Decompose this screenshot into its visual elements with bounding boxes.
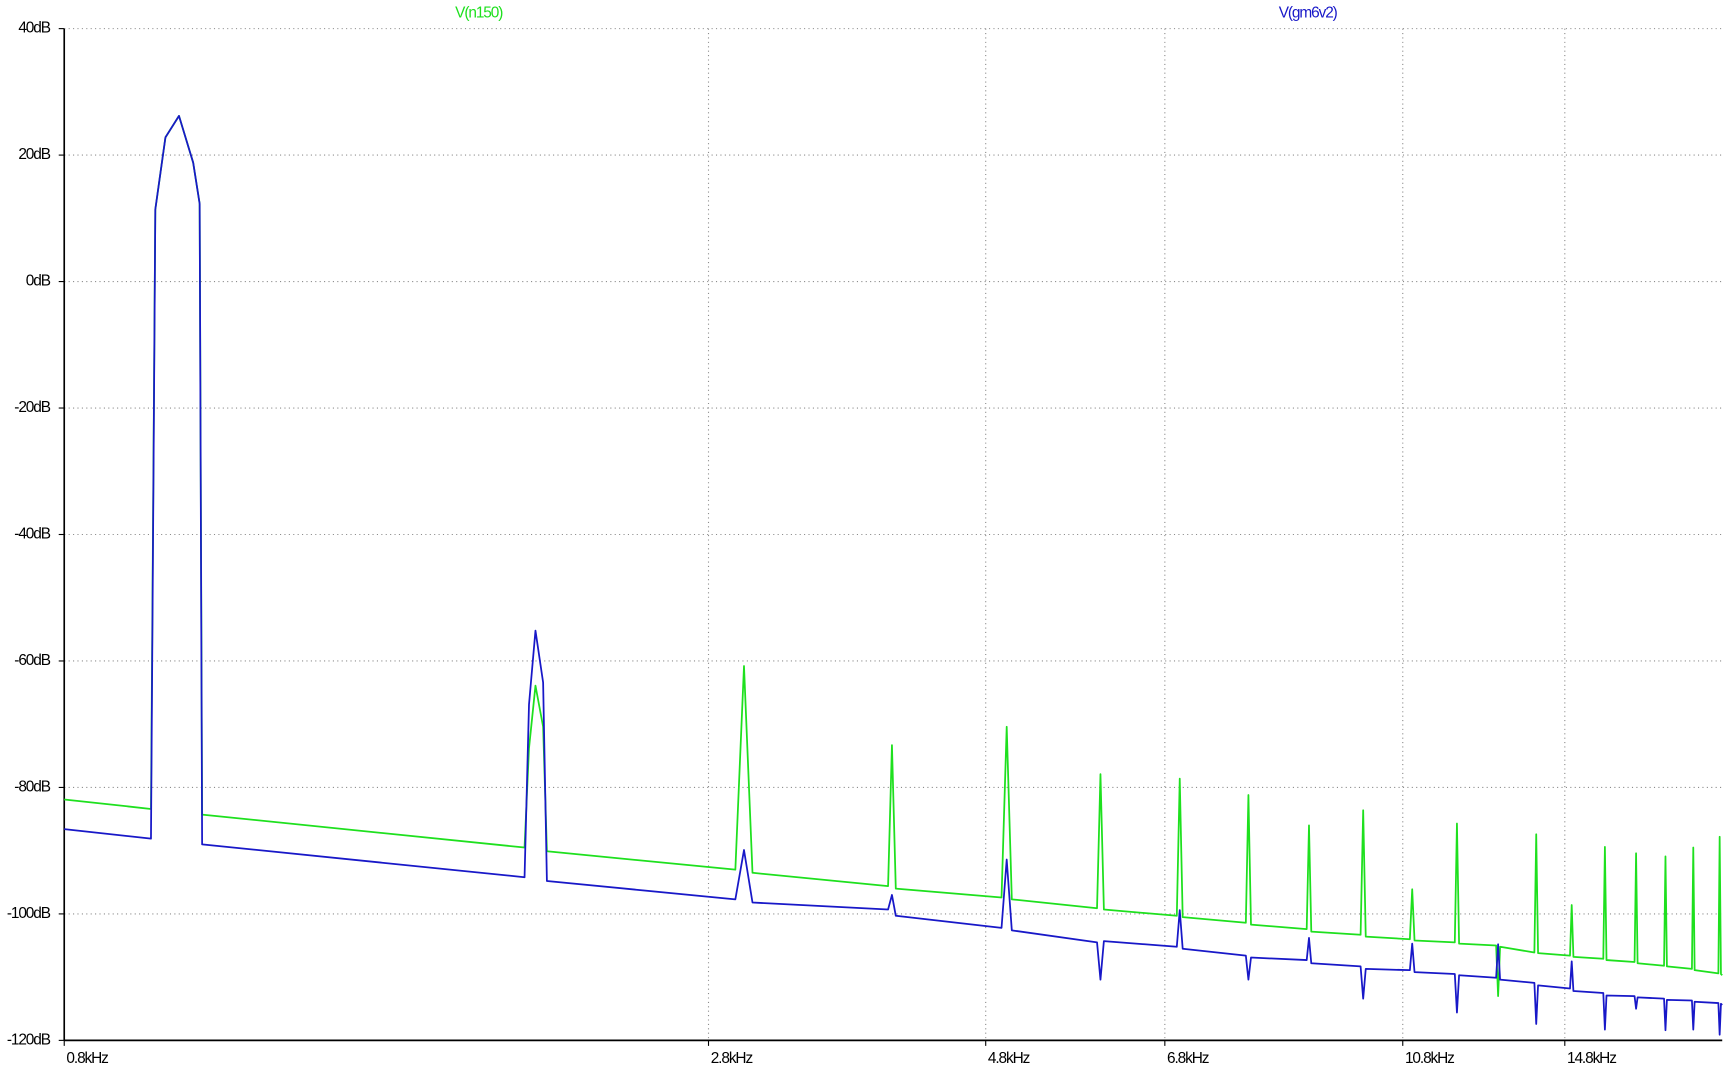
y-tick-label: 40dB — [18, 20, 50, 37]
x-tick-label: 2.8kHz — [711, 1050, 753, 1067]
x-tick-label: 10.8kHz — [1405, 1050, 1454, 1067]
x-tick-label: 6.8kHz — [1167, 1050, 1209, 1067]
series-line — [64, 115, 1723, 1036]
x-tick-label: 14.8kHz — [1567, 1050, 1616, 1067]
y-tick-label: -100dB — [7, 905, 51, 922]
legend-label: V(n150) — [455, 4, 503, 21]
y-tick-label: -60dB — [14, 652, 50, 669]
y-tick-label: -120dB — [7, 1031, 51, 1048]
y-tick-label: -20dB — [14, 399, 50, 416]
y-tick-label: -80dB — [14, 779, 50, 796]
x-tick-label: 0.8kHz — [66, 1050, 108, 1067]
y-tick-label: -40dB — [14, 526, 50, 543]
x-tick-label: 4.8kHz — [988, 1050, 1030, 1067]
legend-label: V(gm6v2) — [1279, 4, 1338, 21]
y-tick-label: 0dB — [26, 273, 51, 290]
y-tick-label: 20dB — [18, 146, 50, 163]
